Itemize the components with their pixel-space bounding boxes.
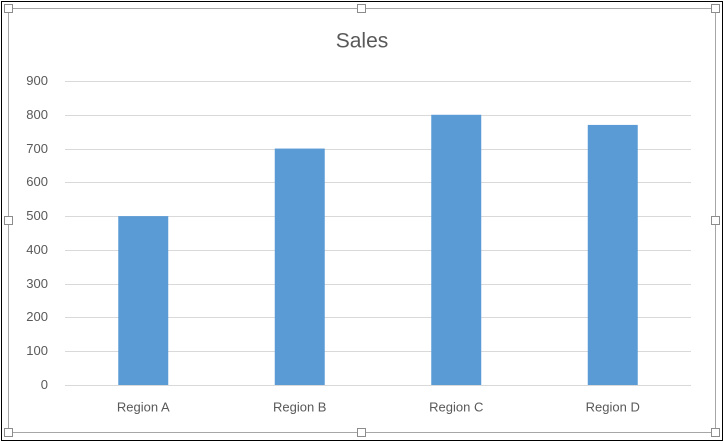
x-tick-label: Region B [273, 399, 326, 414]
handle[interactable] [711, 4, 720, 13]
y-tick-label: 300 [26, 276, 48, 291]
handle[interactable] [357, 4, 366, 13]
chart-title: Sales [336, 30, 389, 53]
bar [118, 216, 169, 385]
handle[interactable] [4, 428, 13, 437]
y-tick-label: 800 [26, 107, 48, 122]
x-tick-label: Region D [586, 399, 640, 414]
handle[interactable] [4, 216, 13, 225]
y-tick-label: 500 [26, 208, 48, 223]
handle[interactable] [711, 216, 720, 225]
y-tick-label: 0 [41, 377, 48, 392]
handle[interactable] [711, 428, 720, 437]
handle[interactable] [4, 4, 13, 13]
bar [431, 114, 482, 386]
handle[interactable] [357, 428, 366, 437]
bar [274, 148, 325, 385]
y-tick-label: 600 [26, 174, 48, 189]
x-tick-label: Region C [429, 399, 483, 414]
y-tick-label: 900 [26, 73, 48, 88]
bar [587, 124, 638, 386]
resize-handles [4, 4, 720, 437]
x-tick-label: Region A [117, 399, 170, 414]
y-tick-label: 100 [26, 343, 48, 358]
y-tick-label: 200 [26, 309, 48, 324]
y-tick-label: 400 [26, 242, 48, 257]
y-tick-label: 700 [26, 141, 48, 156]
